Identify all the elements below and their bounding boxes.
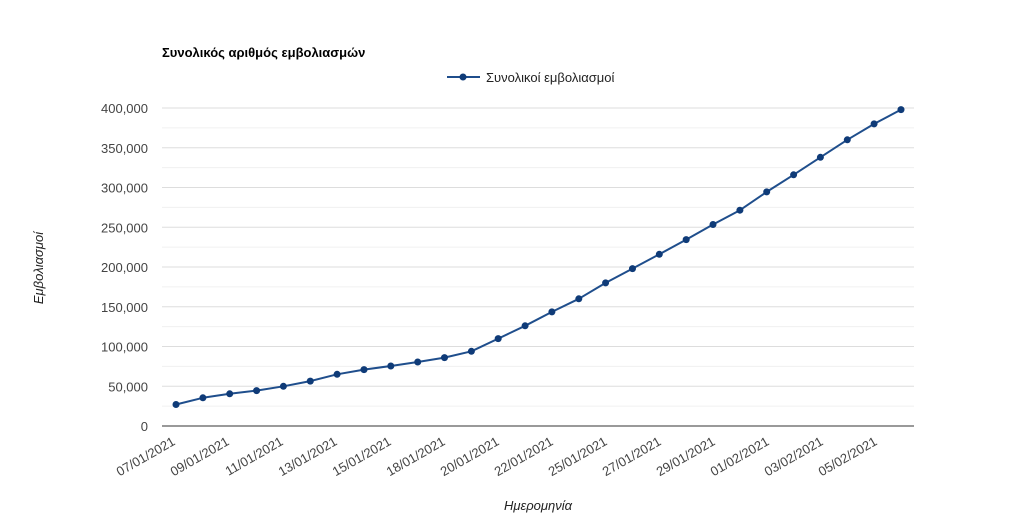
data-point xyxy=(548,308,556,316)
data-point xyxy=(629,265,636,273)
x-tick-label: 15/01/2021 xyxy=(330,434,394,480)
data-point xyxy=(897,106,905,114)
x-tick-label: 20/01/2021 xyxy=(438,434,502,480)
x-tick-label: 13/01/2021 xyxy=(276,434,340,480)
y-axis-title: Εμβολιασμοί xyxy=(31,231,46,304)
data-point xyxy=(736,206,744,214)
x-tick-label: 11/01/2021 xyxy=(222,434,285,479)
data-point xyxy=(199,394,207,402)
data-point xyxy=(763,188,771,196)
data-point xyxy=(843,136,851,144)
y-tick-label: 300,000 xyxy=(101,181,148,196)
y-tick-label: 0 xyxy=(141,419,148,434)
data-point xyxy=(494,335,502,343)
x-tick-label: 03/02/2021 xyxy=(762,434,826,480)
chart-title: Συνολικός αριθμός εμβολιασμών xyxy=(162,45,365,60)
data-point xyxy=(816,153,824,161)
data-point xyxy=(870,120,878,128)
legend-label: Συνολικοί εμβολιασμοί xyxy=(486,70,614,85)
data-point xyxy=(279,382,287,390)
y-tick-label: 200,000 xyxy=(101,260,148,275)
legend-marker-icon xyxy=(459,73,467,81)
data-point xyxy=(306,377,314,385)
grid xyxy=(162,107,914,407)
x-tick-label: 25/01/2021 xyxy=(546,434,610,480)
x-tick-label: 09/01/2021 xyxy=(168,434,232,480)
x-axis-title: Ημερομηνία xyxy=(504,498,573,513)
x-tick-label: 07/01/2021 xyxy=(114,434,178,480)
x-tick-label: 22/01/2021 xyxy=(492,434,556,480)
data-point xyxy=(226,390,234,398)
x-tick-label: 27/01/2021 xyxy=(600,434,664,480)
x-tick-label: 29/01/2021 xyxy=(654,434,718,480)
y-tick-label: 50,000 xyxy=(108,379,148,394)
data-point xyxy=(414,358,422,366)
data-point xyxy=(467,347,475,355)
legend: Συνολικοί εμβολιασμοί xyxy=(447,70,614,85)
data-point xyxy=(253,387,261,395)
x-axis-ticks: 07/01/202109/01/202111/01/202113/01/2021… xyxy=(114,434,880,480)
data-point xyxy=(360,366,368,374)
series-line-path xyxy=(175,108,902,406)
y-tick-label: 400,000 xyxy=(101,101,148,116)
data-point xyxy=(602,279,610,287)
data-point xyxy=(172,401,180,408)
data-point xyxy=(682,236,690,244)
data-point xyxy=(575,295,583,303)
data-point xyxy=(521,322,529,330)
x-tick-label: 18/01/2021 xyxy=(384,434,448,480)
y-tick-label: 250,000 xyxy=(101,220,148,235)
y-axis-ticks: 0 50,000 100,000 150,000 200,000 250,000 300,0… xyxy=(101,101,148,434)
data-point xyxy=(790,171,798,179)
y-tick-label: 350,000 xyxy=(101,141,148,156)
data-point xyxy=(387,362,395,370)
x-tick-label: 05/02/2021 xyxy=(816,434,880,480)
data-point xyxy=(333,370,341,378)
x-tick-label: 01/02/2021 xyxy=(708,434,772,480)
data-point xyxy=(441,354,448,362)
series-markers xyxy=(172,106,905,408)
data-point xyxy=(709,221,717,228)
series-line xyxy=(175,108,902,406)
y-tick-label: 100,000 xyxy=(101,340,148,355)
data-point xyxy=(655,250,663,258)
y-tick-label: 150,000 xyxy=(101,300,148,315)
